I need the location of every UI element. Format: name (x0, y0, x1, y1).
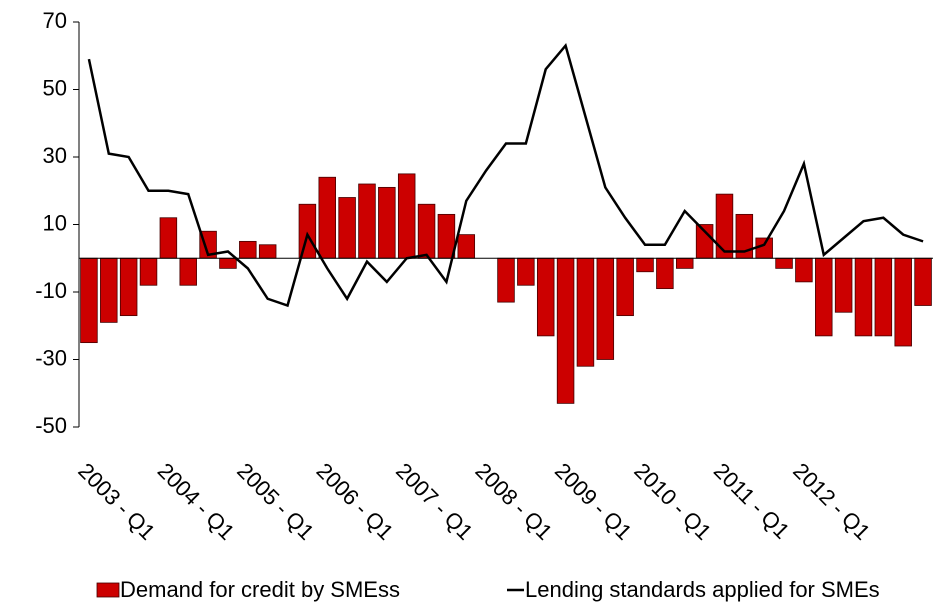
bar (457, 234, 476, 259)
line (87, 43, 924, 308)
y-tick-label: 10 (43, 210, 67, 235)
bar (159, 217, 178, 259)
x-tick-label: 2008 - Q1 (470, 458, 557, 545)
bar (715, 193, 734, 259)
bar (576, 257, 595, 367)
y-tick-label: 70 (43, 8, 67, 33)
bar (139, 257, 158, 286)
bar (437, 213, 456, 259)
x-tick-label: 2004 - Q1 (153, 458, 240, 545)
bar (874, 257, 893, 337)
bar (775, 257, 793, 269)
x-tick-label: 2006 - Q1 (312, 458, 399, 545)
x-tick-label: 2011 - Q1 (709, 458, 795, 544)
x-tick-label: 2012 - Q1 (788, 458, 875, 545)
bar (358, 183, 376, 259)
bar (656, 257, 674, 290)
bar (179, 257, 197, 286)
bar (914, 257, 932, 306)
bar (815, 257, 833, 337)
bar (497, 257, 515, 303)
bar (556, 257, 575, 404)
x-tick-label: 2005 - Q1 (232, 458, 319, 545)
bar (100, 257, 118, 323)
y-tick-label: -10 (35, 278, 67, 303)
bar (536, 257, 555, 337)
bar (417, 203, 436, 259)
bar (795, 257, 813, 283)
y-tick-label: -50 (35, 413, 67, 438)
x-tick-label: 2003 - Q1 (73, 458, 160, 545)
bar (834, 257, 853, 313)
bar (338, 197, 356, 259)
x-tick-label: 2009 - Q1 (550, 458, 637, 545)
bar (676, 257, 694, 269)
bar (854, 257, 873, 337)
x-tick-label: 2007 - Q1 (391, 458, 478, 545)
y-tick-label: 30 (43, 143, 67, 168)
bar (318, 176, 336, 259)
bar (636, 257, 654, 273)
bar (616, 257, 634, 317)
bar (239, 240, 257, 259)
x-tick-label: 2010 - Q1 (629, 458, 716, 545)
y-tick-label: 50 (43, 75, 67, 100)
bar (298, 203, 317, 259)
bar (517, 257, 535, 286)
bar (378, 186, 396, 259)
plot-area (80, 43, 932, 404)
bar (596, 257, 615, 360)
bar (397, 173, 416, 259)
legend-swatch (96, 582, 120, 598)
bar (80, 257, 98, 344)
bar (258, 244, 277, 259)
bar (755, 237, 773, 259)
bar (894, 257, 912, 347)
legend-label: Lending standards applied for SMEs (525, 577, 880, 602)
legend-label: Demand for credit by SMEss (120, 577, 400, 602)
bar (119, 257, 138, 317)
bar (219, 257, 237, 269)
y-tick-label: -30 (35, 345, 67, 370)
